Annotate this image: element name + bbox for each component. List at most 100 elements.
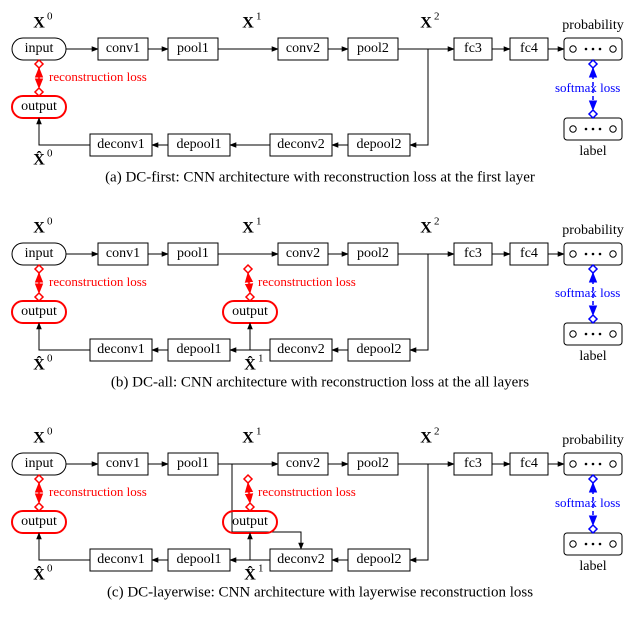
sym-X1: X1: [242, 11, 261, 32]
probability-label: probability: [562, 18, 623, 33]
edge-pool2-depool2: [410, 49, 428, 145]
sym-Xh1: X̂1: [244, 353, 263, 374]
recon-diamond-top-X1: [244, 475, 252, 483]
edge-deconv1-output0: [39, 323, 90, 350]
fc4-label: fc4: [520, 41, 538, 56]
text: 2: [434, 11, 440, 23]
recon-diamond-top-X0: [35, 60, 43, 68]
text: X̂: [244, 565, 256, 583]
panel-b: inputconv1pool1conv2pool2fc3fc4probabili…: [12, 216, 624, 391]
fc4-label: fc4: [520, 246, 538, 261]
sym-Xh0: X̂0: [33, 353, 53, 374]
text: X: [242, 430, 254, 447]
conv2-label: conv2: [286, 246, 320, 261]
depool1-label: depool1: [176, 342, 221, 357]
caption-a: (a) DC-first: CNN architecture with reco…: [105, 169, 535, 185]
conv2-label: conv2: [286, 456, 320, 471]
output-label-X0: output: [21, 99, 57, 114]
text: 2: [434, 216, 440, 228]
depool1-label: depool1: [176, 137, 221, 152]
sym-Xh0: X̂0: [33, 563, 53, 584]
deconv1-label: deconv1: [97, 137, 144, 152]
sym-X1: X1: [242, 216, 261, 237]
conv1-label: conv1: [106, 246, 140, 261]
pool2-label: pool2: [357, 41, 389, 56]
pool1-label: pool1: [177, 456, 209, 471]
recon-diamond-bot-X1: [246, 293, 254, 301]
text: 0: [47, 353, 53, 365]
figure: input conv1 pool1 conv2 pool2 fc3 fc4 probabili…: [0, 0, 640, 626]
text: X: [33, 15, 45, 32]
depool2-label: depool2: [356, 552, 401, 567]
text: 1: [256, 11, 262, 23]
label-label: label: [579, 559, 606, 574]
recon-dash-X1: [248, 273, 250, 293]
text: 0: [47, 563, 53, 575]
sym-X2: X2: [420, 216, 439, 237]
caption-b: (b) DC-all: CNN architecture with recons…: [111, 374, 529, 390]
recon-diamond-bot-X1: [246, 503, 254, 511]
conv2-label: conv2: [286, 41, 320, 56]
text: 0: [47, 148, 53, 160]
sym-X0: X0: [33, 426, 53, 447]
softmax-label: softmax loss: [555, 80, 620, 95]
edge-pool2-depool2: [410, 464, 428, 560]
output-label-X1: output: [232, 304, 268, 319]
text: 1: [256, 216, 262, 228]
text: X: [242, 220, 254, 237]
probability-label: probability: [562, 433, 623, 448]
text: 0: [47, 216, 53, 228]
recon-diamond-top-X0: [35, 475, 43, 483]
text: X̂: [33, 565, 45, 583]
text: 0: [47, 426, 53, 438]
caption-c: (c) DC-layerwise: CNN architecture with …: [107, 584, 533, 600]
edge-pool2-depool2: [410, 254, 428, 350]
conv1-label: conv1: [106, 41, 140, 56]
recon-diamond-bot-X0: [35, 293, 43, 301]
output-label-X0: output: [21, 304, 57, 319]
sym-X1: X1: [242, 426, 261, 447]
text: X: [420, 220, 432, 237]
softmax-diamond-top: [589, 475, 597, 483]
text: 1: [258, 563, 264, 575]
fc3-label: fc3: [464, 246, 482, 261]
depool2-label: depool2: [356, 342, 401, 357]
text: X: [242, 15, 254, 32]
sym-X2: X2: [420, 11, 439, 32]
softmax-diamond-top: [589, 265, 597, 273]
recon-diamond-bot-X0: [35, 88, 43, 96]
deconv2-label: deconv2: [277, 342, 324, 357]
deconv2-label: deconv2: [277, 137, 324, 152]
text: X̂: [33, 150, 45, 168]
sym-X0: X0: [33, 11, 53, 32]
softmax-diamond-bot: [589, 315, 597, 323]
recon-label-X1: reconstruction loss: [258, 484, 356, 499]
deconv1-label: deconv1: [97, 342, 144, 357]
text: X: [33, 220, 45, 237]
label-label: label: [579, 144, 606, 159]
panel-c: inputconv1pool1conv2pool2fc3fc4probabili…: [12, 426, 624, 601]
conv1-label: conv1: [106, 456, 140, 471]
input-label: input: [25, 41, 54, 56]
input-label: input: [25, 456, 54, 471]
recon-label-X0: reconstruction loss: [49, 69, 147, 84]
pool1-label: pool1: [177, 246, 209, 261]
text: X̂: [244, 355, 256, 373]
softmax-diamond-bot: [589, 525, 597, 533]
recon-label-X1: reconstruction loss: [258, 274, 356, 289]
pool2-label: pool2: [357, 246, 389, 261]
fc3-label: fc3: [464, 41, 482, 56]
pool2-label: pool2: [357, 456, 389, 471]
panel-a: input conv1 pool1 conv2 pool2 fc3 fc4 probabili…: [12, 11, 624, 186]
edge-deconv1-output0: [39, 533, 90, 560]
input-label: input: [25, 246, 54, 261]
label-label: label: [579, 349, 606, 364]
text: 1: [258, 353, 264, 365]
pool1-label: pool1: [177, 41, 209, 56]
edge-pool1-deconv2: [232, 532, 301, 549]
fc4-label: fc4: [520, 456, 538, 471]
text: X̂: [33, 355, 45, 373]
sym-Xh0: X̂0: [33, 148, 53, 169]
softmax-diamond-bot: [589, 110, 597, 118]
softmax-diamond-top: [589, 60, 597, 68]
